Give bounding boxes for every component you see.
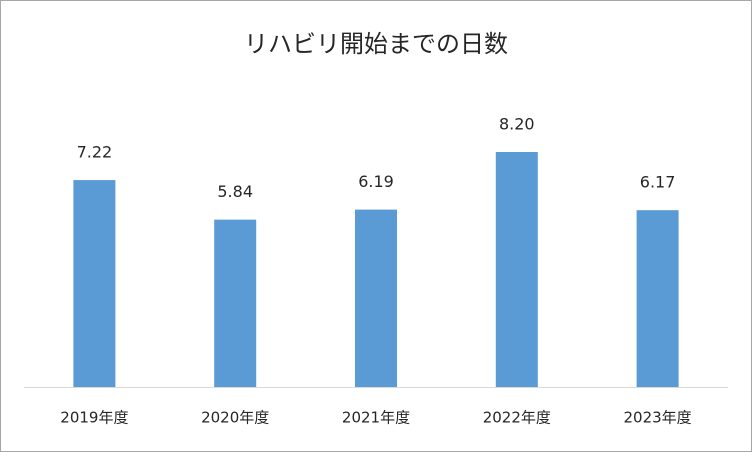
x-tick-label: 2023年度 bbox=[624, 409, 692, 427]
data-label: 6.17 bbox=[640, 173, 676, 192]
data-label: 8.20 bbox=[499, 115, 535, 134]
bar bbox=[355, 209, 397, 387]
data-label: 6.19 bbox=[358, 172, 394, 191]
bar bbox=[495, 152, 538, 387]
bar bbox=[73, 180, 116, 387]
bar bbox=[636, 210, 679, 387]
bar bbox=[214, 219, 257, 387]
data-label: 5.84 bbox=[217, 182, 253, 201]
x-tick-label: 2020年度 bbox=[201, 409, 269, 427]
chart-title: リハビリ開始までの日数 bbox=[244, 30, 508, 58]
data-label: 7.22 bbox=[77, 143, 113, 162]
x-tick-label: 2021年度 bbox=[342, 409, 410, 427]
x-tick-label: 2019年度 bbox=[60, 409, 128, 427]
x-tick-label: 2022年度 bbox=[483, 409, 551, 427]
